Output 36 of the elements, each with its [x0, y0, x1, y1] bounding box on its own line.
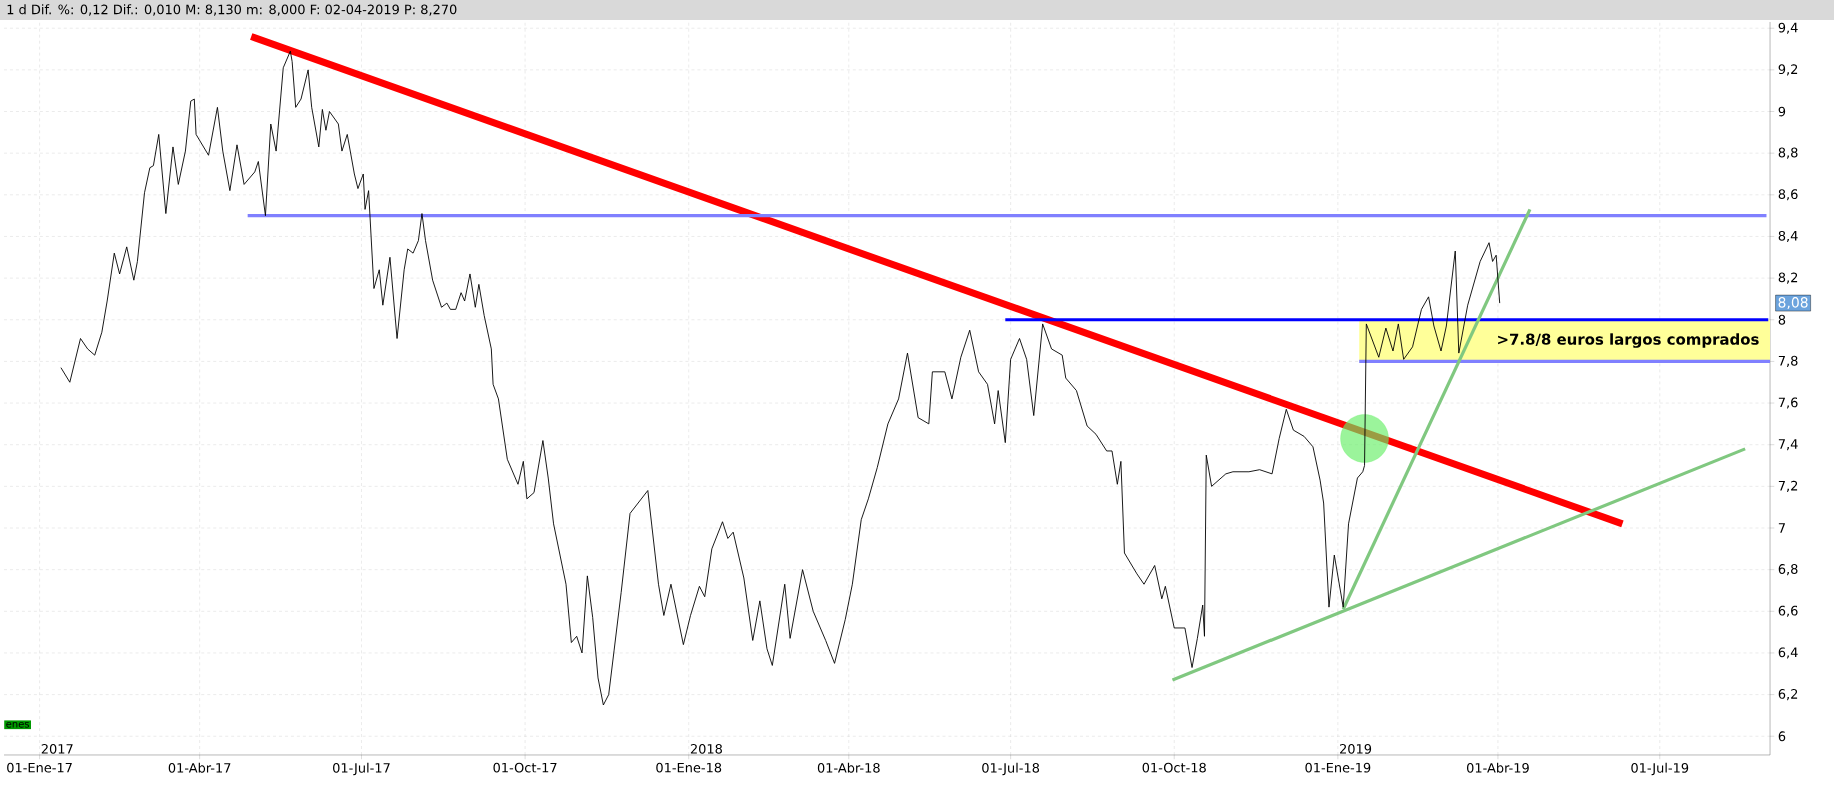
x-tick-label: 01-Oct-18: [1142, 762, 1206, 773]
band-label: >7.8/8 euros largos comprados: [1498, 333, 1759, 348]
y-tick-label: 8,6: [1778, 189, 1798, 201]
x-tick-label: 01-Jul-17: [333, 762, 390, 776]
y-tick-label: 9: [1778, 106, 1786, 117]
x-tick-label: 01-Ene-18: [656, 762, 722, 773]
x-tick-label: 01-Jul-18: [982, 762, 1040, 776]
y-tick-label: 6,6: [1778, 605, 1798, 617]
x-tick-label: 01-Jul-19: [1631, 762, 1689, 776]
x-tick-label: 01-Abr-19: [1466, 762, 1529, 773]
y-tick-label: 7,2: [1778, 480, 1798, 492]
chart-title: 1 d Dif. %: 0,12 Dif.: 0,010 M: 8,130 m: 8,000 F: 02-04-2019 P: 8,270: [7, 4, 457, 16]
text: 8,08: [1778, 297, 1808, 310]
y-tick-label: 6,8: [1778, 564, 1798, 576]
x-tick-label: 01-Abr-17: [168, 762, 231, 773]
x-tick-label: 01-Ene-19: [1305, 762, 1371, 773]
y-tick-label: 7: [1778, 523, 1785, 533]
y-tick-label: 8,8: [1778, 147, 1798, 159]
y-tick-label: 9,4: [1778, 22, 1798, 34]
annotation: 2018: [690, 743, 722, 754]
y-tick-label: 7,4: [1778, 439, 1798, 451]
x-tick-label: 01-Abr-18: [817, 762, 880, 773]
y-tick-label: 8: [1778, 314, 1786, 325]
annotation: 2017: [41, 743, 73, 754]
y-tick-label: 7,6: [1778, 397, 1798, 409]
y-tick-label: 6,4: [1778, 647, 1798, 659]
y-tick-label: 8,2: [1778, 272, 1798, 284]
y-tick-label: 9,2: [1778, 64, 1798, 76]
y-tick-label: 6: [1778, 731, 1786, 742]
y-tick-label: 7,8: [1778, 355, 1798, 367]
x-tick-label: 01-Oct-17: [493, 762, 557, 773]
annotation: 2019: [1340, 743, 1372, 754]
y-tick-label: 8,4: [1778, 230, 1798, 243]
y-tick-label: 6,2: [1778, 689, 1798, 701]
x-tick-label: 01-Ene-17: [7, 762, 72, 773]
annotation: enes: [6, 721, 29, 728]
